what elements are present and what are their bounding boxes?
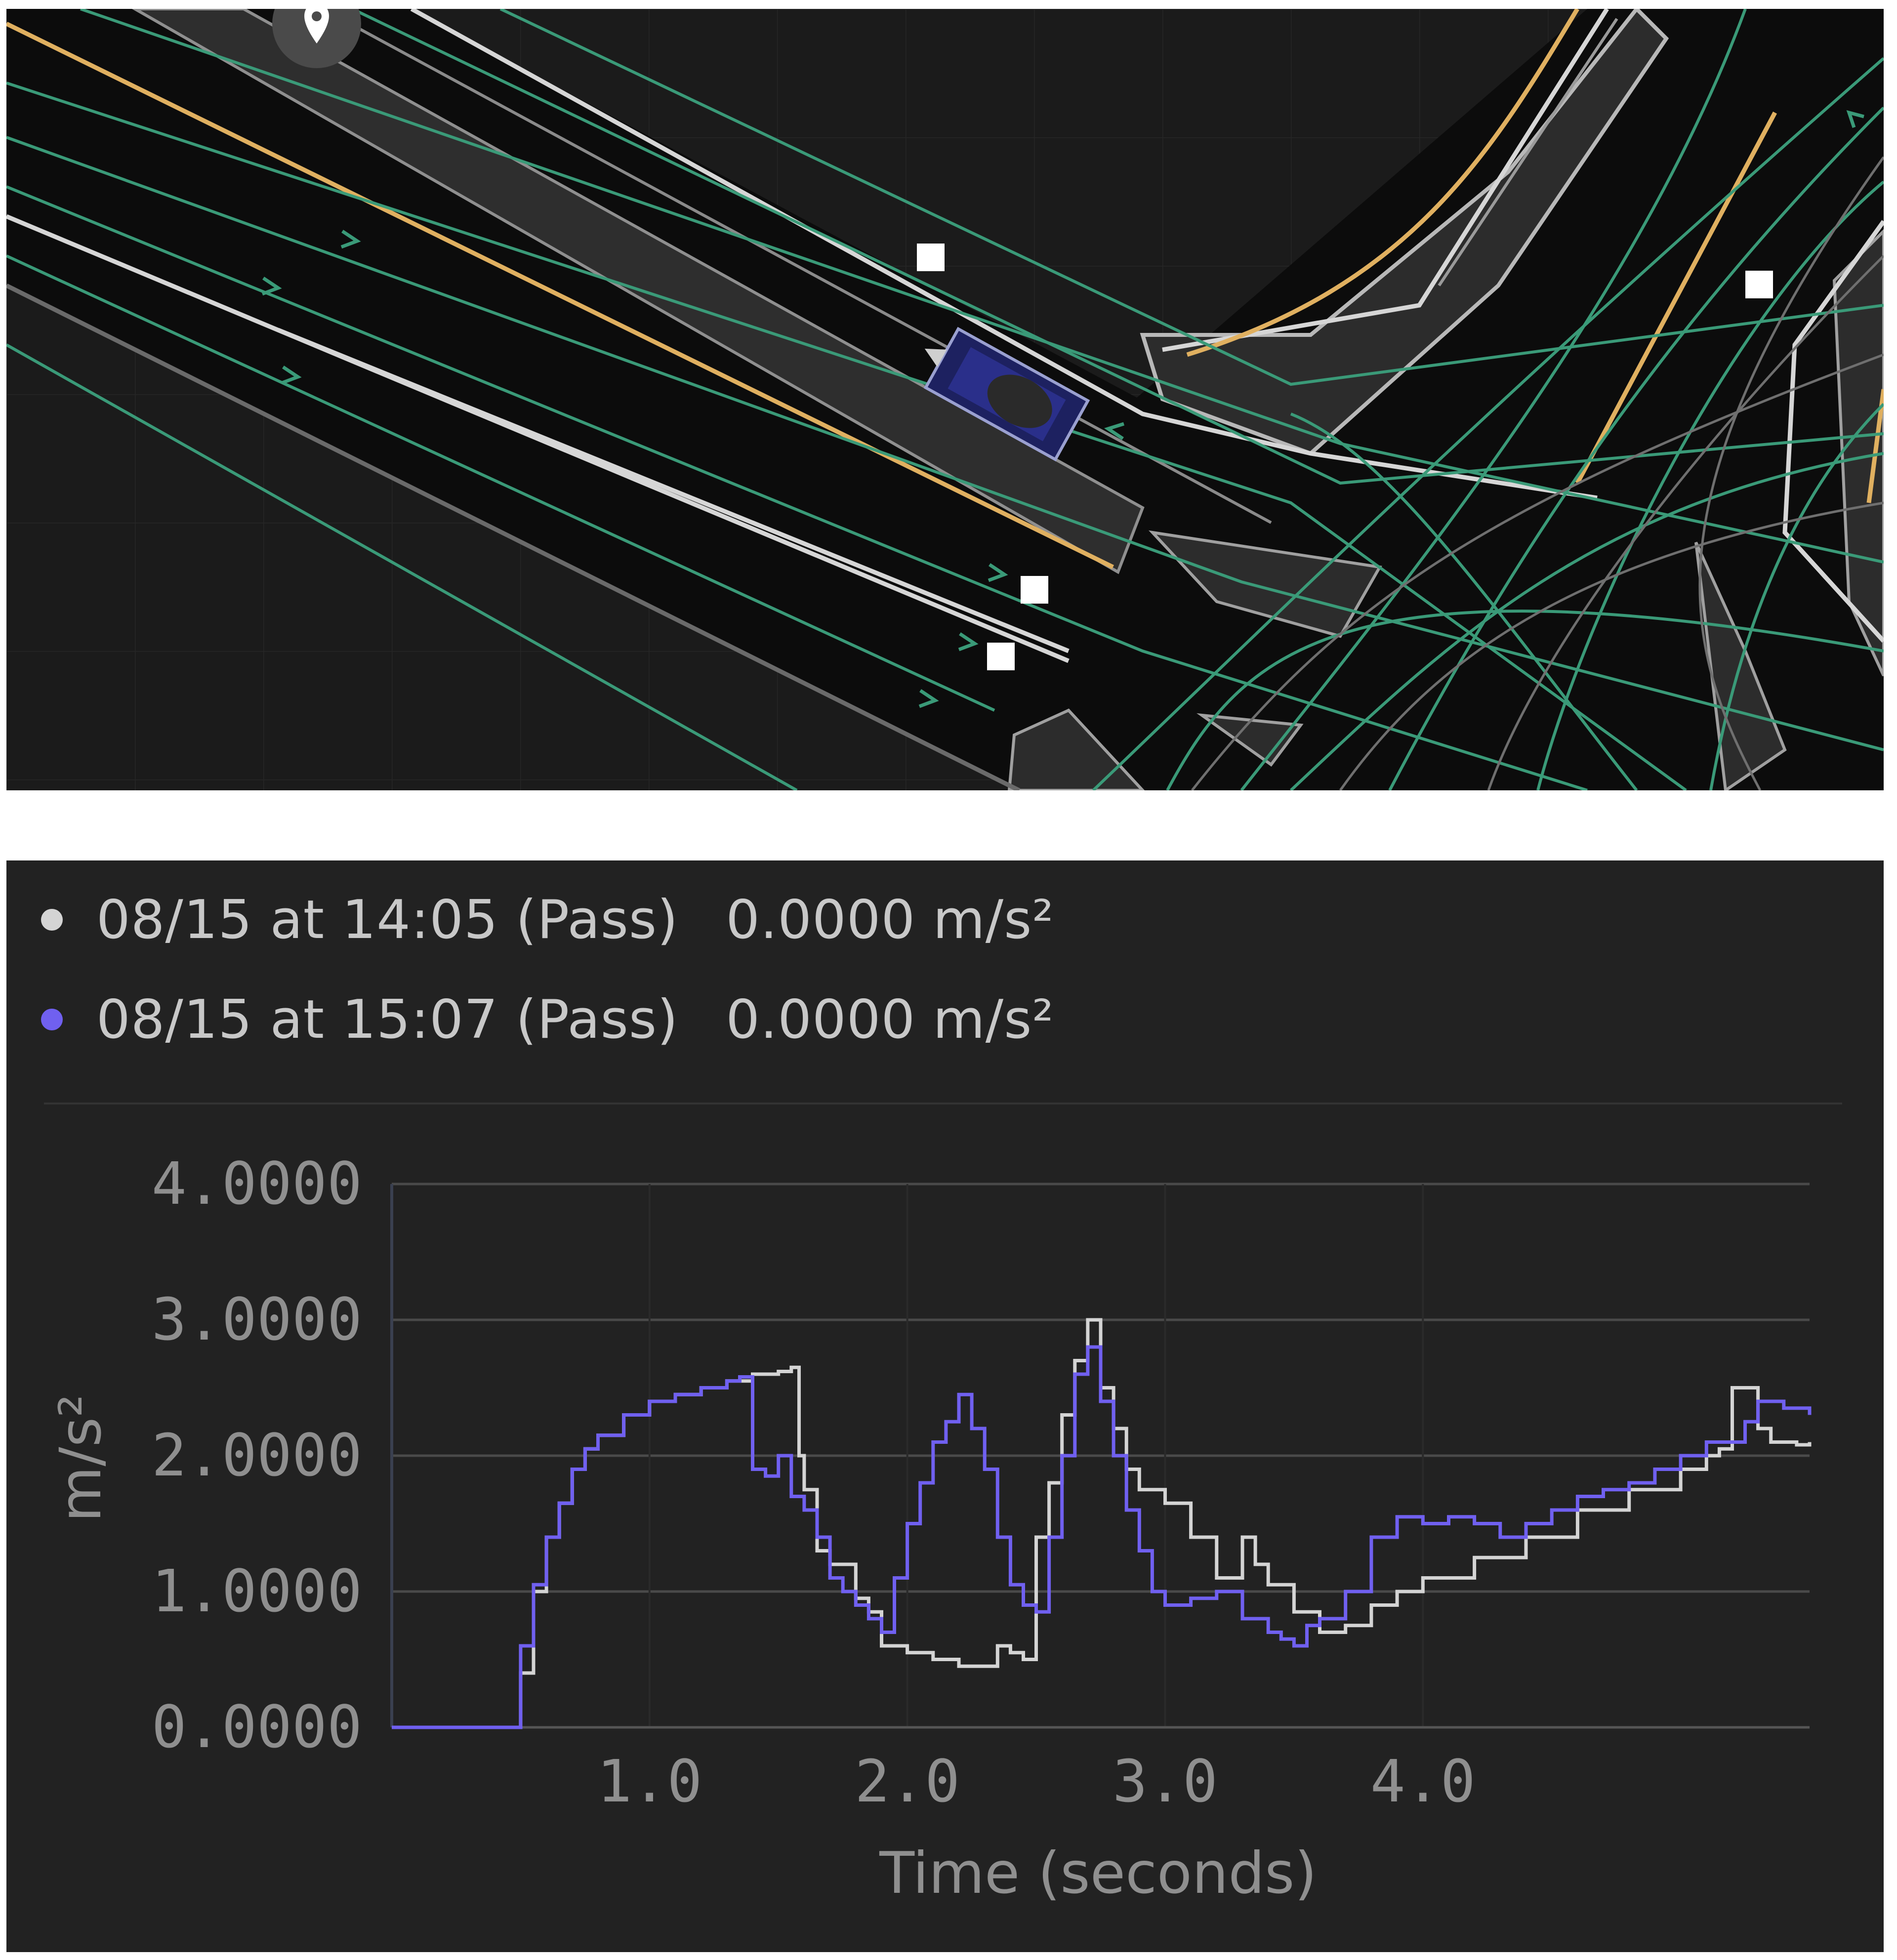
legend-dot-icon	[41, 1009, 63, 1030]
x-axis-ticks: 1.0 2.0 3.0 4.0	[597, 1747, 1476, 1815]
road-edges	[6, 9, 1884, 790]
waypoint-markers	[917, 244, 1773, 670]
x-tick-label: 2.0	[855, 1747, 960, 1815]
series-line-2	[392, 1345, 1812, 1729]
x-tick-label: 3.0	[1113, 1747, 1218, 1815]
acceleration-plot[interactable]: 0.0000 1.0000 2.0000 3.0000 4.0000 1.0 2.0 3.0…	[6, 860, 1884, 1952]
legend-item-run-2[interactable]: 08/15 at 15:07 (Pass) 0.0000 m/s²	[41, 975, 1054, 1064]
acceleration-chart-panel: 08/15 at 14:05 (Pass) 0.0000 m/s² 08/15 …	[6, 860, 1884, 1952]
y-tick-label: 3.0000	[152, 1285, 362, 1353]
plot-gridlines	[392, 1183, 1810, 1729]
plot-series	[392, 1318, 1812, 1729]
waypoint-marker-icon[interactable]	[1021, 576, 1048, 604]
waypoint-marker-icon[interactable]	[987, 643, 1015, 670]
x-tick-label: 4.0	[1370, 1747, 1476, 1815]
legend-item-run-1[interactable]: 08/15 at 14:05 (Pass) 0.0000 m/s²	[41, 875, 1054, 964]
lane-centerlines	[6, 9, 1884, 790]
y-axis-ticks: 0.0000 1.0000 2.0000 3.0000 4.0000	[152, 1149, 362, 1761]
lane-direction-arrows	[261, 110, 1864, 708]
map-view[interactable]	[6, 9, 1884, 790]
legend-label: 08/15 at 15:07 (Pass)	[96, 988, 679, 1051]
y-tick-label: 2.0000	[152, 1421, 362, 1489]
legend-label: 08/15 at 14:05 (Pass)	[96, 889, 679, 951]
legend-divider	[44, 1102, 1842, 1104]
x-axis-title: Time (seconds)	[879, 1840, 1317, 1907]
legend-dot-icon	[41, 909, 63, 931]
ego-vehicle-icon[interactable]	[908, 319, 1090, 462]
legend-value: 0.0000 m/s²	[726, 889, 1054, 951]
map-canvas	[6, 9, 1884, 790]
y-tick-label: 0.0000	[152, 1693, 362, 1761]
y-tick-label: 1.0000	[152, 1557, 362, 1625]
y-axis-title: m/s²	[47, 1394, 114, 1522]
x-tick-label: 1.0	[597, 1747, 702, 1815]
legend-value: 0.0000 m/s²	[726, 988, 1054, 1051]
yellow-lane-lines	[6, 9, 1884, 570]
crossing-paths	[1191, 156, 1884, 790]
waypoint-marker-icon[interactable]	[917, 244, 945, 271]
y-tick-label: 4.0000	[152, 1149, 362, 1218]
map-pin-icon[interactable]	[272, 9, 361, 68]
waypoint-marker-icon[interactable]	[1745, 271, 1773, 298]
